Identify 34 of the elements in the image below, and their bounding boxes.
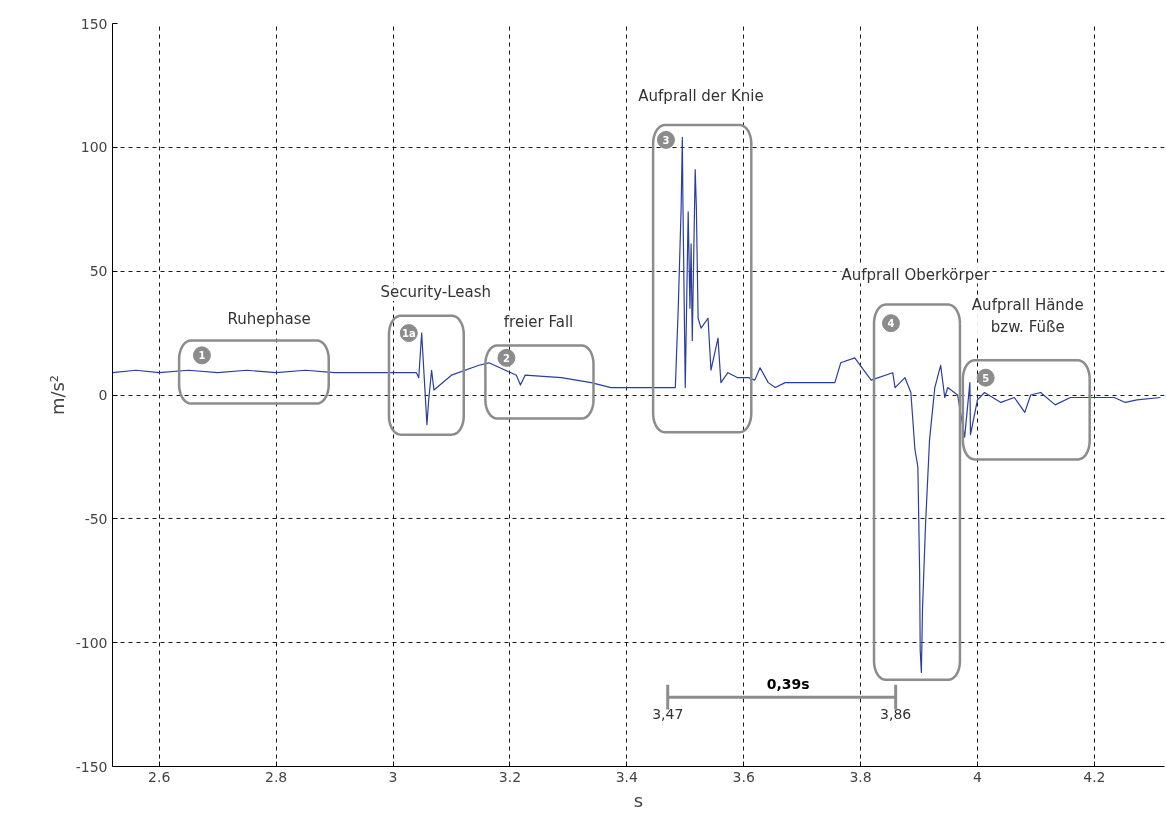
annotation: 3 [662, 134, 670, 146]
annotation: 2 [502, 352, 510, 364]
y-tick-label: 100 [80, 139, 108, 156]
annotation: Aufprall Oberkörper [841, 265, 991, 284]
y-tick-label: 50 [89, 263, 108, 280]
y-tick-label: 0 [98, 387, 108, 403]
annotation: 3,86 [880, 706, 912, 723]
x-tick-label: 2.6 [148, 768, 171, 785]
annotation: 1 [198, 350, 206, 362]
annotation: Security-Leash [380, 282, 491, 301]
x-tick-label: 2.8 [265, 768, 288, 785]
y-axis-title: m/s² [46, 374, 68, 416]
x-tick-label: 3.8 [849, 768, 872, 785]
line-series [112, 136, 1162, 673]
annotation: 5 [982, 372, 990, 384]
y-tick-label: -100 [75, 634, 108, 651]
x-tick-label: 3.4 [615, 768, 639, 785]
y-tick-label: 150 [80, 15, 108, 32]
x-tick-label: 4 [973, 768, 983, 785]
annotation: 1a [401, 327, 416, 339]
x-tick-label: 4.2 [1083, 768, 1106, 785]
annotation: Ruhephase [227, 310, 311, 329]
annotation: freier Fall [503, 312, 574, 331]
x-tick-label: 3 [388, 768, 398, 785]
annotation: Aufprall Hände bzw. Füße [971, 295, 1084, 336]
x-tick-label: 3.6 [732, 768, 755, 785]
x-tick-label: 3.2 [498, 768, 522, 785]
x-axis-title: s [633, 789, 644, 811]
annotation: 4 [887, 318, 895, 330]
y-tick-label: -50 [84, 510, 108, 527]
annotation: 0,39s [766, 676, 810, 693]
annotation: 3,47 [652, 706, 684, 723]
annotation: Aufprall der Knie [638, 87, 764, 106]
y-tick-label: -150 [75, 758, 108, 775]
